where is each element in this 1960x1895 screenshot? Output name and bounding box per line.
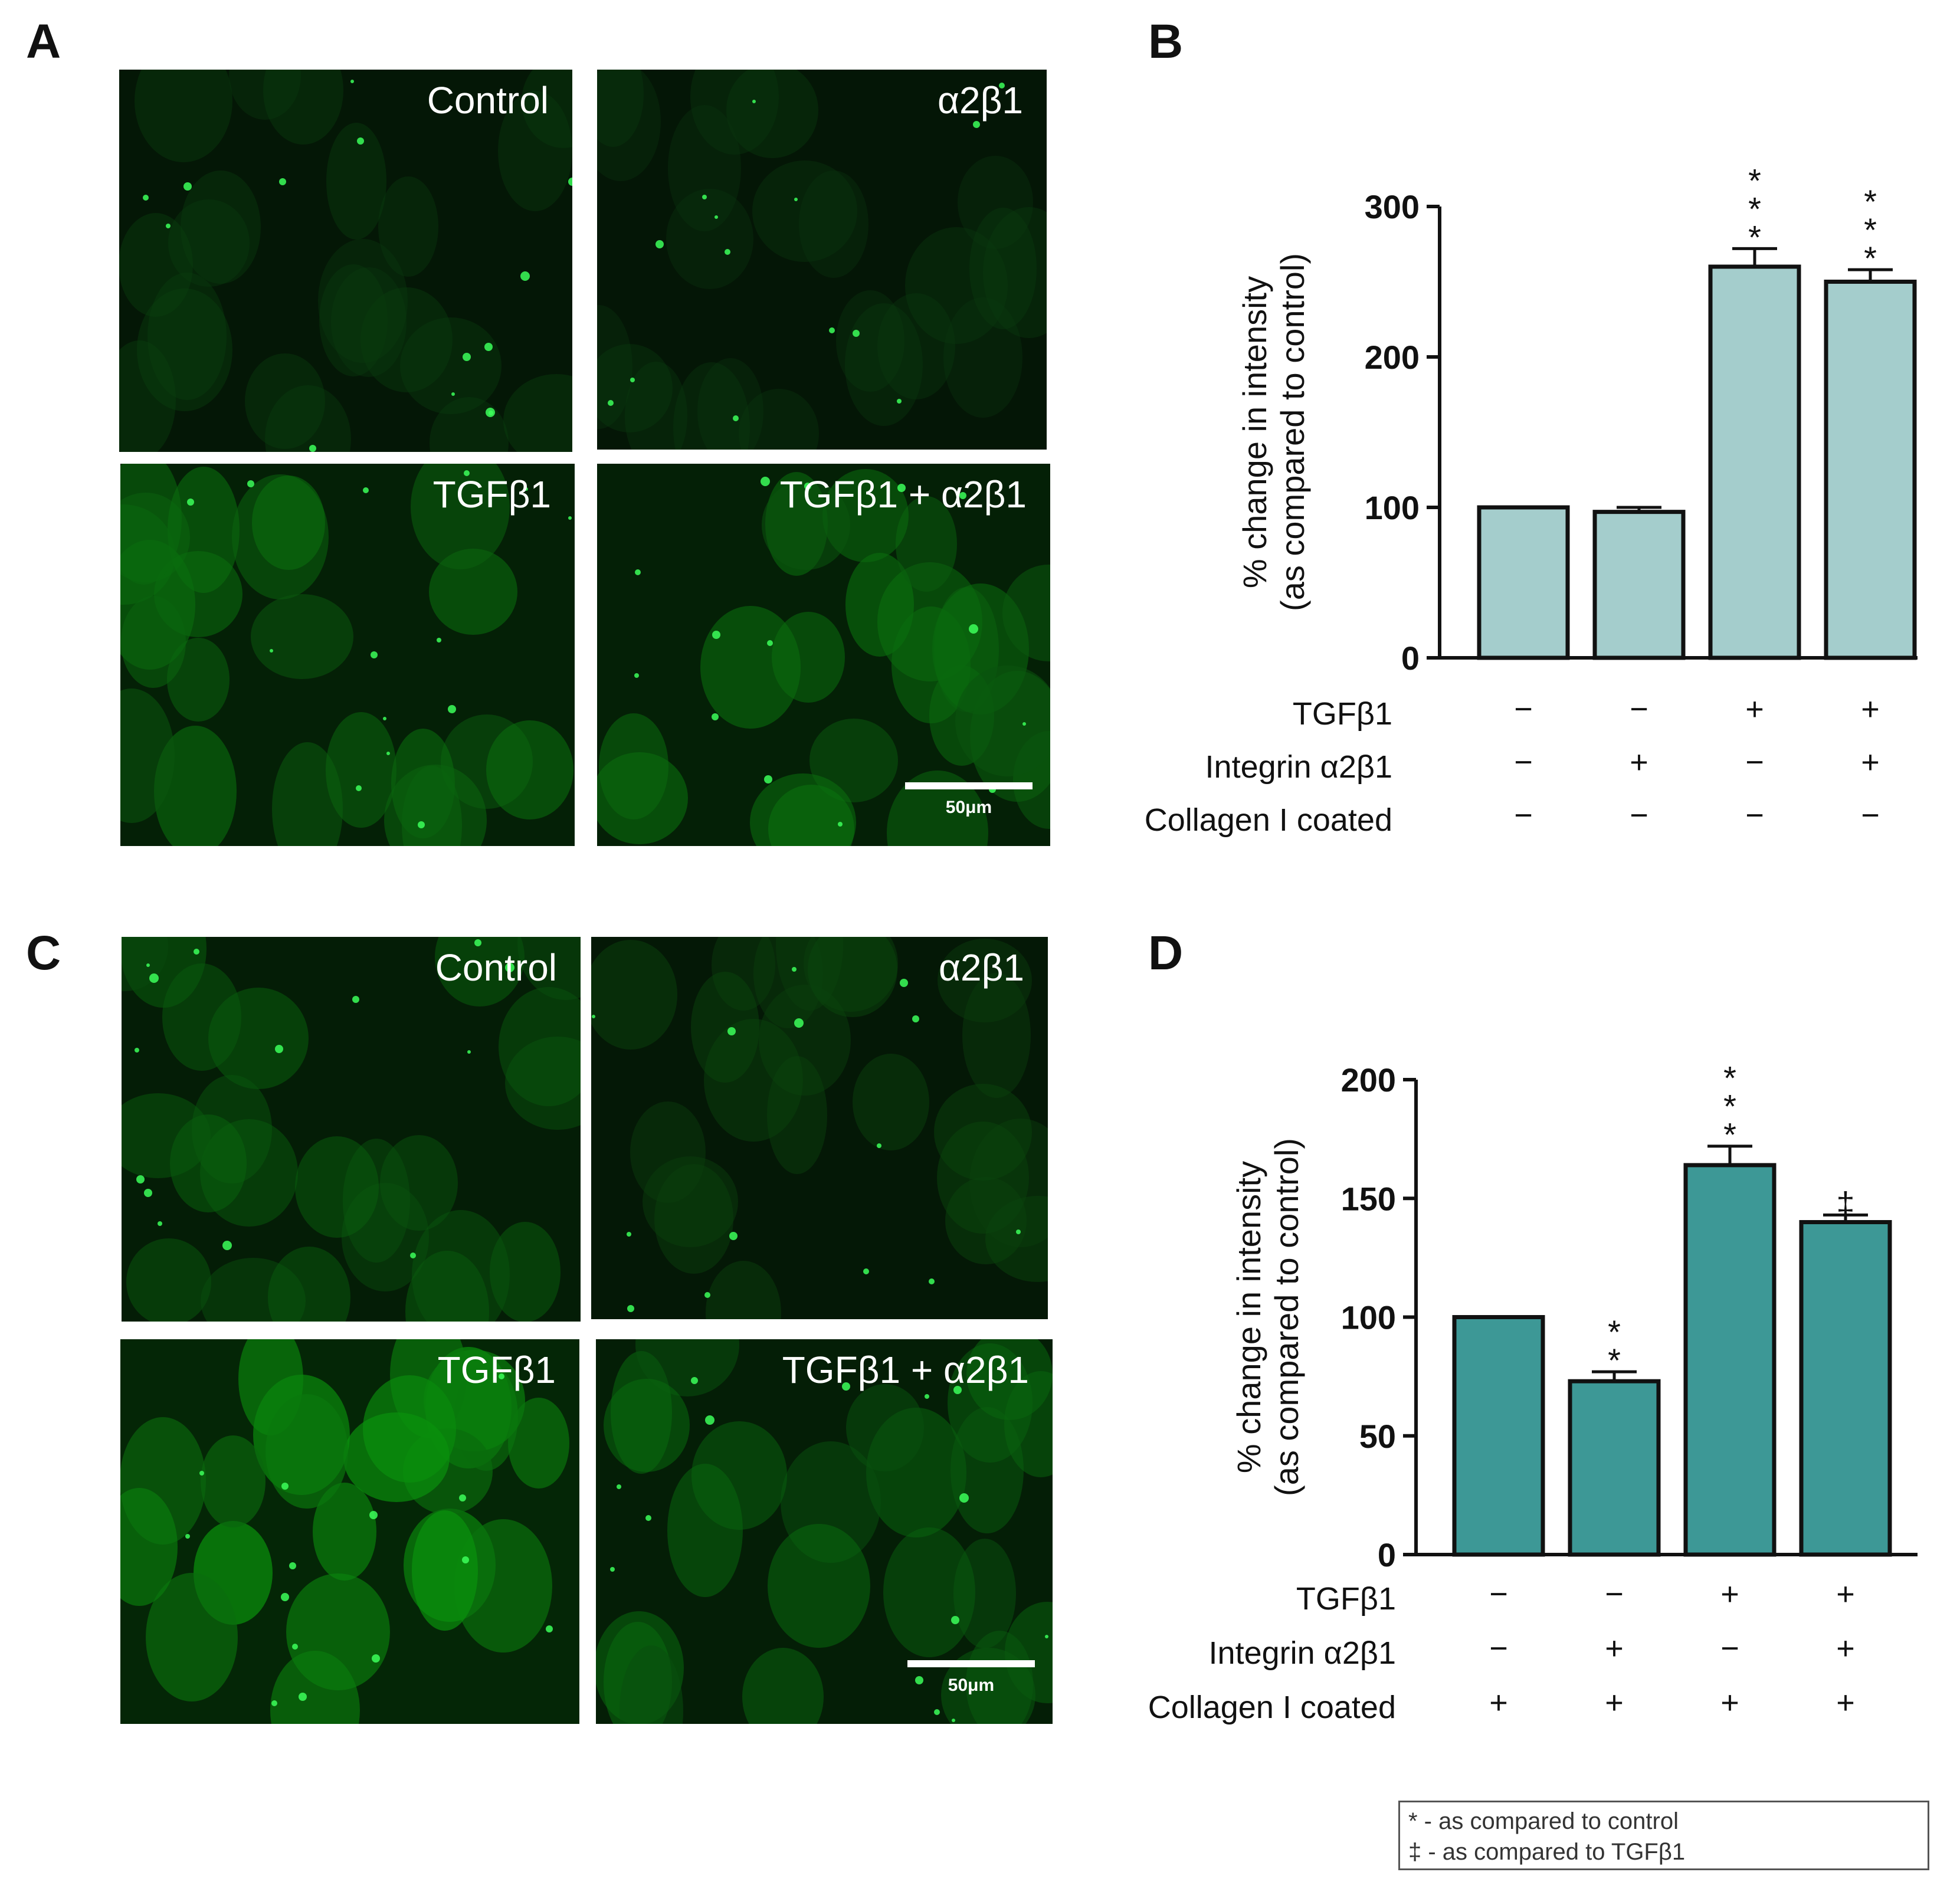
micrograph-label: TGFβ1 xyxy=(432,473,551,516)
significance-marker: * xyxy=(1748,190,1761,227)
condition-sign: + xyxy=(1745,691,1764,727)
panel-letter-a: A xyxy=(26,15,61,68)
condition-label: TGFβ1 xyxy=(1296,1581,1396,1617)
bar-chart-b: % change in intensity (as compared to con… xyxy=(1145,162,1918,838)
condition-sign: + xyxy=(1605,1631,1624,1666)
condition-label: Integrin α2β1 xyxy=(1205,749,1392,785)
bar xyxy=(1799,1220,1892,1557)
significance-marker: * xyxy=(1723,1060,1736,1097)
bar xyxy=(1824,280,1917,660)
condition-label: Collagen I coated xyxy=(1148,1690,1396,1725)
micrograph-label: α2β1 xyxy=(939,946,1024,989)
micrograph-label: Control xyxy=(427,79,549,122)
y-axis-title-line1: % change in intensity xyxy=(1236,276,1273,588)
condition-sign: + xyxy=(1720,1685,1739,1720)
y-tick-label: 50 xyxy=(1359,1418,1396,1455)
bar xyxy=(1477,505,1570,660)
condition-sign: + xyxy=(1720,1576,1739,1612)
micrograph-c-control: Control xyxy=(122,937,581,1322)
y-tick-label: 100 xyxy=(1365,489,1420,526)
condition-label: TGFβ1 xyxy=(1293,696,1392,732)
condition-sign: + xyxy=(1836,1576,1855,1612)
micrograph-label: TGFβ1 + α2β1 xyxy=(779,473,1027,516)
y-tick-label: 300 xyxy=(1365,188,1420,225)
bar-chart-d: % change in intensity (as compared to con… xyxy=(1148,1060,1918,1725)
condition-sign: − xyxy=(1720,1631,1739,1666)
condition-sign: + xyxy=(1489,1685,1508,1720)
micrograph-label: Control xyxy=(435,946,557,989)
condition-sign: − xyxy=(1861,798,1880,833)
micrograph-c-tgfb1-alpha2beta1: TGFβ1 + α2β1 50μm xyxy=(596,1339,1053,1724)
condition-sign: − xyxy=(1630,691,1648,727)
legend-line-tgfb1: ‡ - as compared to TGFβ1 xyxy=(1408,1839,1686,1865)
y-tick-label: 0 xyxy=(1401,640,1420,677)
y-axis-title-line2: (as compared to control) xyxy=(1274,253,1311,611)
significance-marker: * xyxy=(1608,1313,1621,1350)
bar xyxy=(1708,264,1801,660)
micrograph-label: α2β1 xyxy=(938,79,1023,122)
bar xyxy=(1452,1315,1545,1557)
significance-marker: * xyxy=(1723,1088,1736,1125)
condition-sign: + xyxy=(1630,745,1648,780)
significance-marker: * xyxy=(1864,240,1877,277)
significance-marker: * xyxy=(1608,1342,1621,1379)
condition-sign: − xyxy=(1745,798,1764,833)
condition-sign: − xyxy=(1514,691,1533,727)
micrograph-c-alpha2beta1: α2β1 xyxy=(591,937,1048,1319)
condition-sign: − xyxy=(1514,798,1533,833)
significance-marker: * xyxy=(1723,1116,1736,1153)
y-tick-label: 200 xyxy=(1341,1061,1396,1099)
y-tick-label: 100 xyxy=(1341,1299,1396,1336)
condition-label: Integrin α2β1 xyxy=(1209,1635,1396,1671)
condition-sign: − xyxy=(1605,1576,1624,1612)
scale-bar-label: 50μm xyxy=(948,1676,995,1695)
micrograph-a-tgfb1: TGFβ1 xyxy=(120,464,575,846)
significance-marker: * xyxy=(1748,162,1761,199)
micrograph-label: TGFβ1 + α2β1 xyxy=(782,1349,1029,1391)
y-axis-title-line1: % change in intensity xyxy=(1230,1161,1267,1473)
y-tick-label: 200 xyxy=(1365,339,1420,376)
scale-bar: 50μm xyxy=(905,782,1033,824)
micrograph-label: TGFβ1 xyxy=(437,1349,556,1391)
y-tick-label: 0 xyxy=(1378,1536,1396,1573)
condition-sign: − xyxy=(1630,798,1648,833)
condition-sign: − xyxy=(1489,1631,1508,1666)
condition-label: Collagen I coated xyxy=(1145,802,1392,838)
micrograph-a-control: Control xyxy=(119,70,572,452)
significance-legend: * - as compared to control ‡ - as compar… xyxy=(1398,1801,1929,1870)
condition-sign: − xyxy=(1745,745,1764,780)
bar xyxy=(1683,1163,1777,1557)
scale-bar: 50μm xyxy=(907,1660,1035,1701)
y-axis-title-line2: (as compared to control) xyxy=(1268,1138,1305,1496)
legend-line-control: * - as compared to control xyxy=(1408,1808,1679,1834)
significance-marker: * xyxy=(1864,183,1877,220)
condition-sign: − xyxy=(1489,1576,1508,1612)
condition-sign: + xyxy=(1861,691,1880,727)
condition-sign: − xyxy=(1514,745,1533,780)
y-tick-label: 150 xyxy=(1341,1180,1396,1217)
significance-marker: * xyxy=(1748,218,1761,255)
micrograph-a-tgfb1-alpha2beta1: TGFβ1 + α2β1 50μm xyxy=(597,464,1050,846)
micrograph-c-tgfb1: TGFβ1 xyxy=(120,1339,579,1724)
condition-sign: + xyxy=(1605,1685,1624,1720)
bar xyxy=(1568,1379,1661,1557)
condition-sign: + xyxy=(1836,1685,1855,1720)
panel-letter-b: B xyxy=(1148,15,1184,68)
bar xyxy=(1592,510,1686,660)
scale-bar-label: 50μm xyxy=(945,798,992,817)
panel-letter-c: C xyxy=(26,926,61,980)
significance-marker: ‡ xyxy=(1836,1185,1854,1222)
micrograph-a-alpha2beta1: α2β1 xyxy=(597,70,1047,450)
condition-sign: + xyxy=(1861,745,1880,780)
significance-marker: * xyxy=(1864,211,1877,248)
condition-sign: + xyxy=(1836,1631,1855,1666)
panel-letter-d: D xyxy=(1148,926,1184,980)
